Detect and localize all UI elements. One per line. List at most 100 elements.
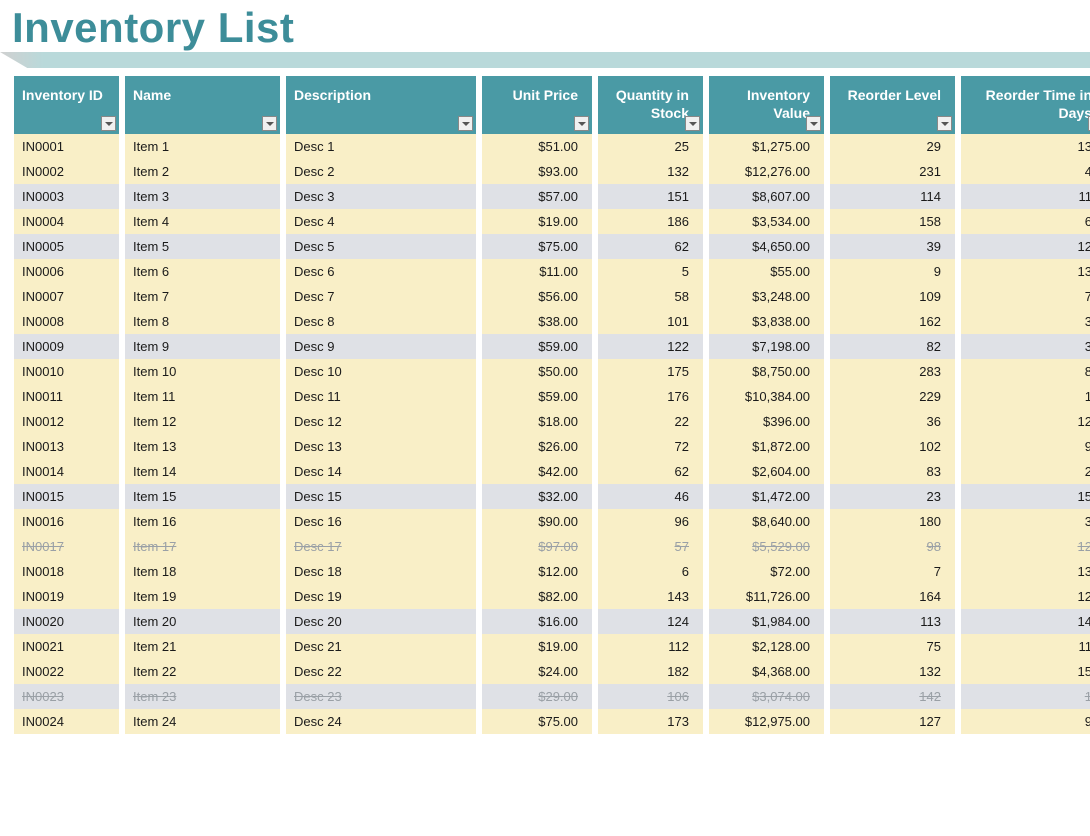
cell-name[interactable]: Item 15 [125, 484, 280, 509]
table-row[interactable]: IN0006Item 6Desc 6$11.005$55.00913 [14, 259, 1090, 284]
cell-name[interactable]: Item 6 [125, 259, 280, 284]
cell-price[interactable]: $19.00 [482, 209, 592, 234]
cell-name[interactable]: Item 16 [125, 509, 280, 534]
cell-value[interactable]: $8,640.00 [709, 509, 824, 534]
cell-name[interactable]: Item 23 [125, 684, 280, 709]
cell-reorder[interactable]: 162 [830, 309, 955, 334]
cell-value[interactable]: $4,650.00 [709, 234, 824, 259]
cell-reorder[interactable]: 158 [830, 209, 955, 234]
cell-name[interactable]: Item 7 [125, 284, 280, 309]
cell-value[interactable]: $12,975.00 [709, 709, 824, 734]
cell-days[interactable]: 11 [961, 184, 1090, 209]
cell-reorder[interactable]: 231 [830, 159, 955, 184]
cell-desc[interactable]: Desc 14 [286, 459, 476, 484]
cell-price[interactable]: $90.00 [482, 509, 592, 534]
table-row[interactable]: IN0017Item 17Desc 17$97.0057$5,529.00981… [14, 534, 1090, 559]
cell-qty[interactable]: 143 [598, 584, 703, 609]
table-row[interactable]: IN0018Item 18Desc 18$12.006$72.00713 [14, 559, 1090, 584]
cell-reorder[interactable]: 180 [830, 509, 955, 534]
table-row[interactable]: IN0024Item 24Desc 24$75.00173$12,975.001… [14, 709, 1090, 734]
cell-value[interactable]: $11,726.00 [709, 584, 824, 609]
cell-id[interactable]: IN0023 [14, 684, 119, 709]
cell-reorder[interactable]: 132 [830, 659, 955, 684]
cell-days[interactable]: 12 [961, 534, 1090, 559]
cell-days[interactable]: 4 [961, 159, 1090, 184]
filter-dropdown-icon[interactable] [458, 116, 473, 131]
cell-qty[interactable]: 58 [598, 284, 703, 309]
cell-days[interactable]: 3 [961, 309, 1090, 334]
cell-qty[interactable]: 112 [598, 634, 703, 659]
cell-days[interactable]: 14 [961, 609, 1090, 634]
cell-desc[interactable]: Desc 15 [286, 484, 476, 509]
cell-days[interactable]: 11 [961, 634, 1090, 659]
table-row[interactable]: IN0023Item 23Desc 23$29.00106$3,074.0014… [14, 684, 1090, 709]
cell-qty[interactable]: 22 [598, 409, 703, 434]
cell-value[interactable]: $3,248.00 [709, 284, 824, 309]
table-row[interactable]: IN0004Item 4Desc 4$19.00186$3,534.001586 [14, 209, 1090, 234]
table-row[interactable]: IN0007Item 7Desc 7$56.0058$3,248.001097 [14, 284, 1090, 309]
table-row[interactable]: IN0022Item 22Desc 22$24.00182$4,368.0013… [14, 659, 1090, 684]
cell-desc[interactable]: Desc 5 [286, 234, 476, 259]
cell-qty[interactable]: 6 [598, 559, 703, 584]
cell-id[interactable]: IN0020 [14, 609, 119, 634]
cell-qty[interactable]: 25 [598, 134, 703, 159]
cell-qty[interactable]: 5 [598, 259, 703, 284]
cell-reorder[interactable]: 98 [830, 534, 955, 559]
cell-price[interactable]: $32.00 [482, 484, 592, 509]
cell-name[interactable]: Item 9 [125, 334, 280, 359]
cell-id[interactable]: IN0016 [14, 509, 119, 534]
cell-name[interactable]: Item 4 [125, 209, 280, 234]
cell-id[interactable]: IN0018 [14, 559, 119, 584]
table-row[interactable]: IN0020Item 20Desc 20$16.00124$1,984.0011… [14, 609, 1090, 634]
cell-id[interactable]: IN0010 [14, 359, 119, 384]
cell-days[interactable]: 1 [961, 684, 1090, 709]
cell-id[interactable]: IN0015 [14, 484, 119, 509]
cell-id[interactable]: IN0008 [14, 309, 119, 334]
cell-desc[interactable]: Desc 17 [286, 534, 476, 559]
cell-desc[interactable]: Desc 16 [286, 509, 476, 534]
cell-days[interactable]: 8 [961, 359, 1090, 384]
cell-desc[interactable]: Desc 6 [286, 259, 476, 284]
cell-days[interactable]: 3 [961, 509, 1090, 534]
cell-name[interactable]: Item 10 [125, 359, 280, 384]
cell-qty[interactable]: 151 [598, 184, 703, 209]
cell-price[interactable]: $51.00 [482, 134, 592, 159]
cell-price[interactable]: $75.00 [482, 709, 592, 734]
cell-name[interactable]: Item 17 [125, 534, 280, 559]
cell-qty[interactable]: 122 [598, 334, 703, 359]
cell-reorder[interactable]: 29 [830, 134, 955, 159]
cell-id[interactable]: IN0013 [14, 434, 119, 459]
cell-qty[interactable]: 46 [598, 484, 703, 509]
cell-days[interactable]: 12 [961, 234, 1090, 259]
cell-value[interactable]: $5,529.00 [709, 534, 824, 559]
cell-name[interactable]: Item 24 [125, 709, 280, 734]
cell-price[interactable]: $12.00 [482, 559, 592, 584]
cell-id[interactable]: IN0003 [14, 184, 119, 209]
cell-price[interactable]: $16.00 [482, 609, 592, 634]
column-header-id[interactable]: Inventory ID [14, 76, 119, 134]
cell-id[interactable]: IN0004 [14, 209, 119, 234]
cell-value[interactable]: $72.00 [709, 559, 824, 584]
cell-desc[interactable]: Desc 11 [286, 384, 476, 409]
cell-reorder[interactable]: 75 [830, 634, 955, 659]
cell-qty[interactable]: 62 [598, 459, 703, 484]
cell-price[interactable]: $50.00 [482, 359, 592, 384]
cell-reorder[interactable]: 113 [830, 609, 955, 634]
cell-desc[interactable]: Desc 10 [286, 359, 476, 384]
filter-dropdown-icon[interactable] [574, 116, 589, 131]
cell-name[interactable]: Item 22 [125, 659, 280, 684]
cell-reorder[interactable]: 82 [830, 334, 955, 359]
column-header-reorder[interactable]: Reorder Level [830, 76, 955, 134]
filter-dropdown-icon[interactable] [806, 116, 821, 131]
table-row[interactable]: IN0013Item 13Desc 13$26.0072$1,872.00102… [14, 434, 1090, 459]
cell-days[interactable]: 15 [961, 659, 1090, 684]
cell-value[interactable]: $3,534.00 [709, 209, 824, 234]
table-row[interactable]: IN0005Item 5Desc 5$75.0062$4,650.003912 [14, 234, 1090, 259]
cell-name[interactable]: Item 5 [125, 234, 280, 259]
column-header-desc[interactable]: Description [286, 76, 476, 134]
cell-qty[interactable]: 124 [598, 609, 703, 634]
cell-qty[interactable]: 101 [598, 309, 703, 334]
cell-qty[interactable]: 132 [598, 159, 703, 184]
column-header-days[interactable]: Reorder Time in Days [961, 76, 1090, 134]
cell-price[interactable]: $93.00 [482, 159, 592, 184]
